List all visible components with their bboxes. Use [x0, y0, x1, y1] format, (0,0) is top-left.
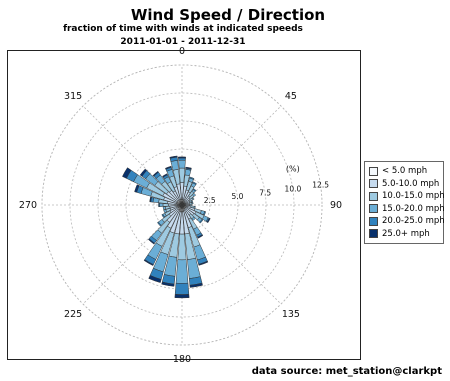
- legend-item: 10.0-15.0 mph: [369, 190, 445, 203]
- sector-bars: [122, 155, 211, 299]
- radial-unit-label: (%): [286, 164, 300, 173]
- sector-bar-350-bin-5: [169, 155, 178, 159]
- legend-swatch: [369, 216, 378, 226]
- sector-bar-340-bin-5: [165, 165, 172, 170]
- legend-swatch: [369, 204, 378, 214]
- angle-label: 0: [179, 46, 185, 57]
- sector-bar-110-bin-4: [203, 211, 207, 216]
- legend-swatch: [369, 166, 378, 176]
- radial-tick-label: 2.5: [204, 196, 216, 205]
- radial-tick-label: 12.5: [312, 181, 329, 190]
- sector-bar-100-bin-3: [193, 205, 196, 209]
- sector-bar-0-bin-4: [178, 157, 186, 161]
- legend-item: < 5.0 mph: [369, 165, 439, 178]
- sector-bar-210-bin-5: [143, 259, 154, 266]
- sector-bar-180-bin-5: [174, 294, 190, 299]
- sector-bar-270-bin-2: [162, 203, 169, 207]
- grid-spoke: [82, 105, 183, 206]
- sector-bar-300-bin-5: [122, 167, 132, 179]
- sector-bar-0-bin-5: [178, 156, 186, 159]
- sector-bar-290-bin-5: [134, 184, 140, 193]
- grid-ring-outer: [41, 64, 323, 346]
- sector-bar-310-bin-5: [139, 168, 148, 177]
- sector-bar-80-bin-3: [191, 201, 194, 205]
- grid-spoke: [181, 204, 282, 305]
- legend-item: 5.0-10.0 mph: [369, 178, 439, 191]
- axis-labels: 0 45 90 135 180 225 270 315 2.5 5.0 7.5 10.0 12.5 (%): [19, 46, 342, 365]
- sector-bar-180-bin-2: [177, 233, 187, 261]
- sector-bar-70-bin-3: [190, 200, 194, 203]
- grid-spoke: [82, 204, 183, 305]
- sector-bar-120-bin-5: [206, 217, 211, 224]
- sector-bar-140-bin-3: [191, 216, 196, 221]
- sector-bar-250-bin-3: [163, 209, 168, 214]
- sector-bar-160-bin-5: [198, 260, 209, 266]
- sector-bar-190-bin-5: [161, 281, 175, 287]
- sector-bar-0-bin-3: [178, 159, 186, 169]
- angle-label: 135: [282, 309, 300, 320]
- radial-tick-label: 5.0: [231, 192, 243, 201]
- sector-bar-220-bin-5: [147, 238, 155, 245]
- angle-label: 315: [64, 91, 82, 102]
- angle-label: 90: [330, 200, 342, 211]
- sector-bar-280-bin-5: [149, 196, 152, 203]
- sector-bar-330-bin-5: [162, 173, 168, 178]
- angle-label: 270: [19, 200, 37, 211]
- legend-item: 15.0-20.0 mph: [369, 203, 445, 216]
- sector-bar-90-bin-2: [189, 203, 193, 207]
- sector-bar-0-bin-2: [178, 167, 186, 183]
- legend-item: 25.0+ mph: [369, 228, 439, 241]
- sector-bar-270-bin-4: [158, 202, 160, 208]
- sector-bar-30-bin-4: [192, 181, 197, 186]
- legend-label: 15.0-20.0 mph: [382, 203, 445, 214]
- plot-area: [7, 50, 361, 360]
- legend-swatch: [369, 229, 378, 239]
- sector-bar-230-bin-4: [157, 221, 162, 227]
- sector-bar-40-bin-4: [192, 188, 197, 192]
- grid-spoke: [181, 105, 282, 206]
- legend-item: 20.0-25.0 mph: [369, 215, 445, 228]
- legend-swatch: [369, 179, 378, 189]
- sector-bar-270-bin-3: [159, 203, 164, 207]
- chart-date-range: 2011-01-01 - 2011-12-31: [120, 37, 246, 47]
- sector-bar-180-bin-4: [174, 282, 190, 295]
- radial-tick-label: 10.0: [285, 184, 302, 193]
- legend-label: 25.0+ mph: [382, 228, 430, 239]
- angle-label: 180: [173, 354, 191, 365]
- data-source-note: data source: met_station@clarkpt: [251, 366, 442, 377]
- sector-bar-150-bin-5: [197, 234, 204, 239]
- sector-bar-180-bin-3: [175, 259, 189, 284]
- legend-label: 20.0-25.0 mph: [382, 216, 445, 227]
- radial-tick-label: 7.5: [259, 188, 271, 197]
- sector-bar-260-bin-3: [162, 206, 167, 211]
- sector-bar-200-bin-5: [148, 275, 162, 283]
- angle-label: 225: [64, 309, 82, 320]
- angle-label: 45: [285, 91, 297, 102]
- sector-bar-60-bin-3: [191, 197, 195, 201]
- sector-bar-10-bin-5: [185, 166, 192, 170]
- legend-label: 5.0-10.0 mph: [382, 178, 440, 189]
- chart-title: Wind Speed / Direction: [130, 6, 326, 24]
- sector-bar-240-bin-4: [161, 213, 165, 219]
- chart-subtitle: fraction of time with winds at indicated…: [63, 24, 303, 34]
- legend-label: 10.0-15.0 mph: [382, 191, 445, 202]
- legend: < 5.0 mph 5.0-10.0 mph 10.0-15.0 mph 15.0-2…: [364, 161, 445, 244]
- sector-bar-320-bin-5: [152, 170, 159, 177]
- legend-label: < 5.0 mph: [382, 166, 428, 177]
- legend-swatch: [369, 191, 378, 201]
- sector-bar-20-bin-4: [189, 176, 195, 180]
- sector-bar-170-bin-5: [189, 282, 203, 288]
- sector-bar-50-bin-3: [192, 192, 197, 197]
- sector-bar-130-bin-4: [199, 218, 204, 224]
